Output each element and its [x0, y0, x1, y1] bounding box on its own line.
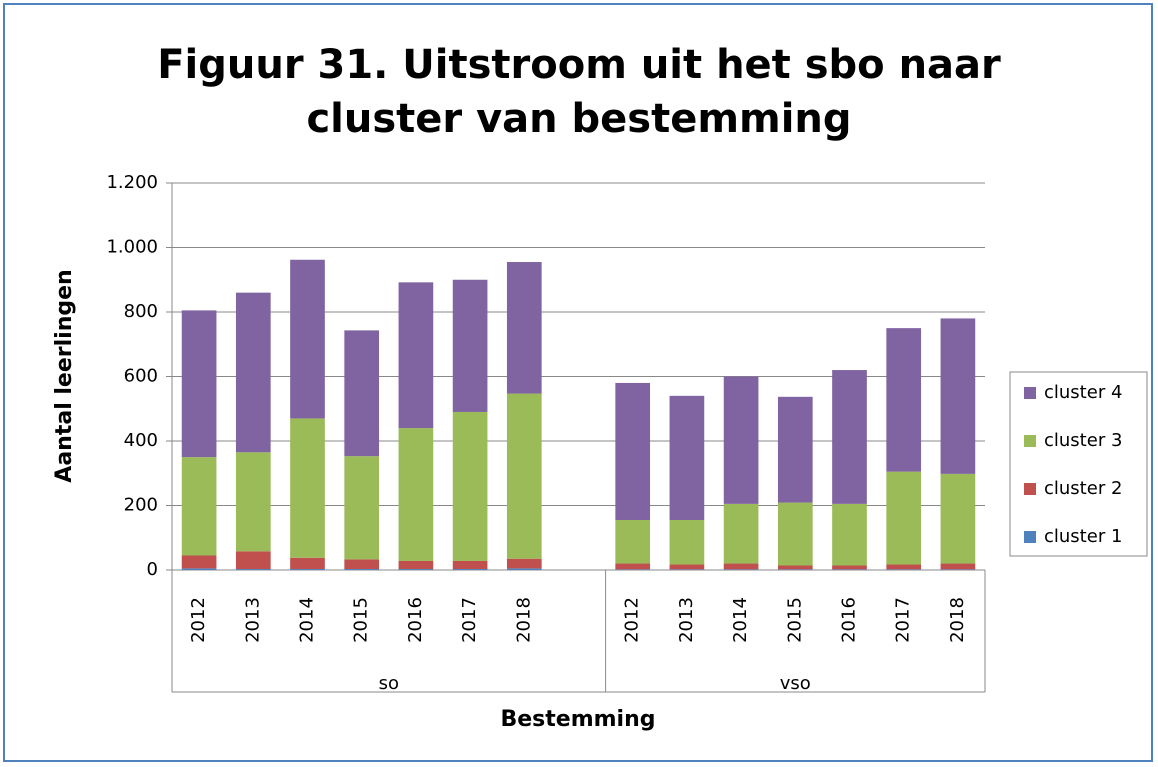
bar-segment — [669, 520, 705, 565]
bar-segment — [615, 382, 651, 521]
y-tick-label: 400 — [124, 430, 158, 451]
bar-segment — [886, 569, 922, 570]
x-tick-label: 2017 — [893, 597, 914, 643]
legend-swatch — [1024, 483, 1036, 495]
legend-swatch — [1024, 531, 1036, 543]
bar-segment — [398, 560, 434, 570]
bar-segment — [344, 569, 380, 570]
bar-segment — [723, 376, 759, 504]
bar-segment — [940, 569, 976, 570]
bar-segment — [723, 569, 759, 570]
x-tick-label: 2014 — [297, 597, 318, 643]
bar-segment — [181, 568, 217, 570]
bar-segment — [723, 563, 759, 570]
bar-segment — [940, 473, 976, 564]
bar-segment — [235, 551, 271, 570]
chart-title: Figuur 31. Uitstroom uit het sbo naar cl… — [157, 42, 1001, 142]
legend-label: cluster 4 — [1044, 382, 1122, 403]
group-label: so — [379, 673, 399, 694]
bar-segment — [940, 318, 976, 474]
bar-segment — [235, 292, 271, 453]
bar-segment — [669, 569, 705, 570]
bar-segment — [344, 456, 380, 560]
x-tick-label: 2016 — [405, 597, 426, 643]
bar-segment — [398, 282, 434, 429]
bar-segment — [615, 520, 651, 564]
bar-segment — [886, 564, 922, 570]
bar-segment — [290, 418, 325, 558]
x-tick-label: 2013 — [676, 597, 697, 643]
bar-segment — [181, 310, 217, 458]
bar-segment — [181, 555, 217, 569]
x-tick-label: 2014 — [730, 597, 751, 643]
bar-segment — [777, 565, 813, 570]
bar-segment — [452, 411, 488, 561]
legend-box — [1009, 371, 1148, 557]
bar-segment — [452, 279, 488, 412]
x-tick-label: 2012 — [622, 597, 643, 643]
bar-segment — [886, 328, 922, 472]
legend-label: cluster 1 — [1044, 526, 1122, 547]
bar-segment — [235, 569, 271, 570]
bar-segment — [506, 393, 542, 559]
chart-frame — [3, 3, 1153, 762]
x-tick-label: 2015 — [784, 597, 805, 643]
legend-swatch — [1024, 435, 1036, 447]
legend-swatch — [1024, 387, 1036, 399]
x-tick-label: 2018 — [513, 597, 534, 643]
x-tick-label: 2012 — [188, 597, 209, 643]
bar-segment — [290, 259, 325, 419]
bar-segment — [940, 563, 976, 570]
legend-label: cluster 2 — [1044, 478, 1122, 499]
bar-segment — [290, 569, 325, 570]
bar-segment — [398, 569, 434, 570]
bar-segment — [832, 503, 867, 566]
bar-segment — [777, 396, 813, 503]
y-axis-title: Aantal leerlingen — [52, 269, 77, 482]
bar-segment — [452, 560, 488, 570]
bar-segment — [669, 564, 705, 570]
y-tick-label: 800 — [124, 301, 158, 322]
bar-segment — [832, 565, 867, 570]
bar-segment — [506, 262, 542, 394]
bar-segment — [398, 428, 434, 561]
x-tick-label: 2015 — [351, 597, 372, 643]
bar-segment — [777, 569, 813, 570]
bar-segment — [832, 370, 867, 504]
legend-label: cluster 3 — [1044, 430, 1122, 451]
bar-segment — [181, 457, 217, 556]
bar-segment — [832, 569, 867, 570]
group-label: vso — [780, 673, 811, 694]
bar-segment — [506, 558, 542, 569]
bar-segment — [669, 395, 705, 521]
bar-segment — [615, 563, 651, 570]
y-tick-label: 1.200 — [106, 172, 158, 193]
x-axis-title: Bestemming — [500, 707, 655, 732]
y-tick-label: 1.000 — [106, 237, 158, 258]
bar-segment — [344, 330, 380, 457]
y-tick-label: 200 — [124, 495, 158, 516]
bar-segment — [615, 569, 651, 570]
x-tick-label: 2017 — [459, 597, 480, 643]
bar-segment — [290, 557, 325, 570]
x-tick-label: 2016 — [839, 597, 860, 643]
x-tick-label: 2018 — [947, 597, 968, 643]
bar-segment — [344, 559, 380, 570]
bar-segment — [723, 503, 759, 564]
bar-segment — [506, 568, 542, 570]
y-tick-label: 0 — [147, 559, 158, 580]
bar-segment — [886, 471, 922, 565]
y-tick-label: 600 — [124, 366, 158, 387]
x-tick-label: 2013 — [242, 597, 263, 643]
bar-segment — [235, 452, 271, 552]
bar-segment — [777, 502, 813, 566]
bar-segment — [452, 569, 488, 570]
